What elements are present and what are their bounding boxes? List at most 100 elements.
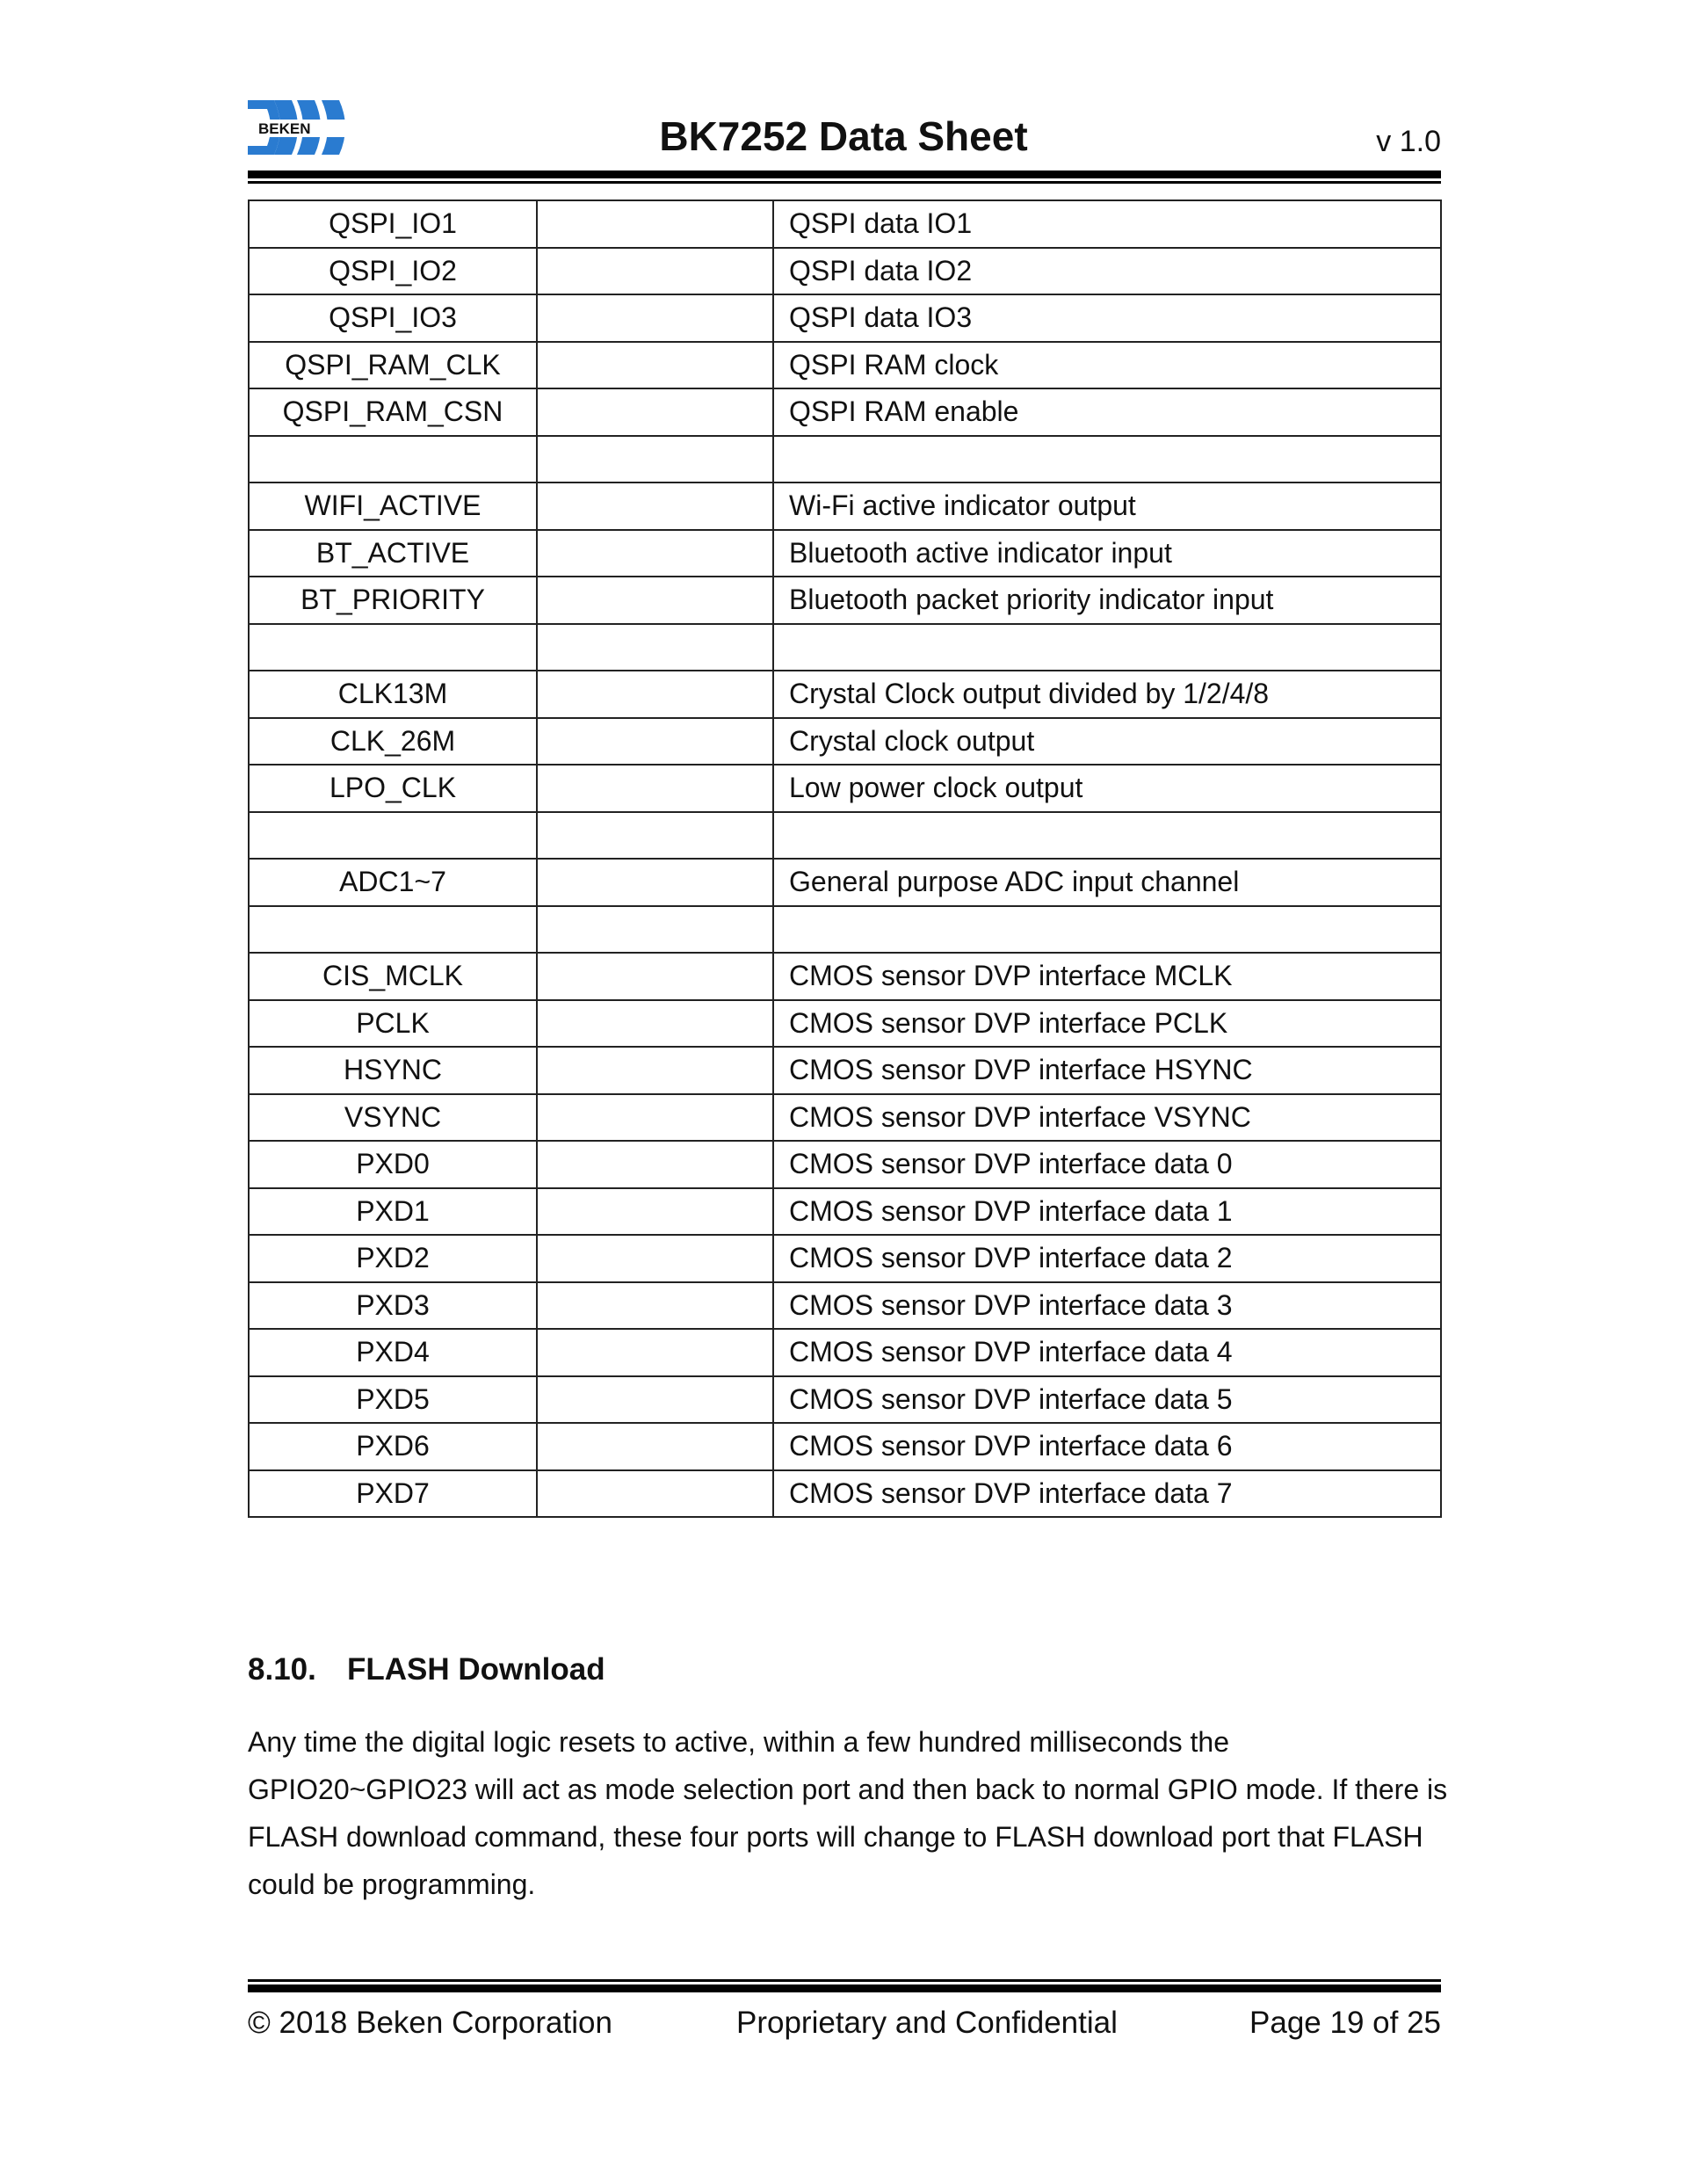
table-row: PXD7 CMOS sensor DVP interface data 7	[248, 1469, 1442, 1518]
description-cell: Bluetooth active indicator input	[772, 528, 1442, 577]
description-cell: CMOS sensor DVP interface data 7	[772, 1469, 1442, 1518]
table-row: CIS_MCLK CMOS sensor DVP interface MCLK	[248, 952, 1442, 1001]
description-cell	[772, 810, 1442, 860]
pin-number-cell	[536, 482, 774, 531]
footer-confidential: Proprietary and Confidential	[736, 2006, 1118, 2040]
description-cell: Wi-Fi active indicator output	[772, 482, 1442, 531]
table-row: VSYNC CMOS sensor DVP interface VSYNC	[248, 1092, 1442, 1142]
pin-name-cell: QSPI_IO1	[248, 200, 538, 249]
pin-name-cell: HSYNC	[248, 1046, 538, 1095]
description-cell: CMOS sensor DVP interface data 4	[772, 1328, 1442, 1377]
pin-number-cell	[536, 1140, 774, 1189]
pin-name-cell: WIFI_ACTIVE	[248, 482, 538, 531]
description-cell: CMOS sensor DVP interface VSYNC	[772, 1092, 1442, 1142]
pin-name-cell: BT_PRIORITY	[248, 576, 538, 625]
description-cell: Low power clock output	[772, 764, 1442, 813]
table-row	[248, 434, 1442, 483]
pin-name-cell: CIS_MCLK	[248, 952, 538, 1001]
pin-number-cell	[536, 1328, 774, 1377]
table-row: PXD1 CMOS sensor DVP interface data 1	[248, 1186, 1442, 1236]
pin-name-cell	[248, 622, 538, 671]
description-cell: CMOS sensor DVP interface HSYNC	[772, 1046, 1442, 1095]
table-row: WIFI_ACTIVE Wi-Fi active indicator output	[248, 482, 1442, 531]
description-cell: CMOS sensor DVP interface data 5	[772, 1375, 1442, 1424]
pin-number-cell	[536, 952, 774, 1001]
pin-number-cell	[536, 294, 774, 343]
pin-number-cell	[536, 576, 774, 625]
description-cell: QSPI data IO1	[772, 200, 1442, 249]
table-row: CLK13M Crystal Clock output divided by 1/…	[248, 670, 1442, 719]
section-paragraph: Any time the digital logic resets to act…	[248, 1726, 1448, 1900]
footer-page-number: Page 19 of 25	[1249, 2006, 1441, 2040]
table-row: PXD4 CMOS sensor DVP interface data 4	[248, 1328, 1442, 1377]
table-row: PXD6 CMOS sensor DVP interface data 6	[248, 1422, 1442, 1471]
section-heading: 8.10. FLASH Download	[248, 1652, 605, 1687]
document-title: BK7252 Data Sheet	[659, 113, 1028, 159]
pin-name-cell	[248, 810, 538, 860]
pin-number-cell	[536, 858, 774, 907]
pin-number-cell	[536, 670, 774, 719]
pin-number-cell	[536, 998, 774, 1048]
description-cell: Crystal Clock output divided by 1/2/4/8	[772, 670, 1442, 719]
table-row: BT_PRIORITY Bluetooth packet priority ind…	[248, 576, 1442, 625]
description-cell	[772, 434, 1442, 483]
pin-number-cell	[536, 200, 774, 249]
pin-number-cell	[536, 622, 774, 671]
table-row: QSPI_IO1 QSPI data IO1	[248, 200, 1442, 249]
pin-number-cell	[536, 1281, 774, 1330]
table-row: QSPI_IO2 QSPI data IO2	[248, 246, 1442, 295]
pin-number-cell	[536, 434, 774, 483]
pin-name-cell: PXD0	[248, 1140, 538, 1189]
section-title: FLASH Download	[347, 1652, 605, 1687]
table-row: CLK_26M Crystal clock output	[248, 716, 1442, 765]
pin-name-cell: QSPI_IO3	[248, 294, 538, 343]
description-cell	[772, 904, 1442, 954]
pin-name-cell: PXD4	[248, 1328, 538, 1377]
pin-number-cell	[536, 340, 774, 389]
description-cell: Crystal clock output	[772, 716, 1442, 765]
pin-number-cell	[536, 1046, 774, 1095]
pin-name-cell: PXD5	[248, 1375, 538, 1424]
footer-rule	[248, 1984, 1441, 1992]
description-cell: CMOS sensor DVP interface MCLK	[772, 952, 1442, 1001]
table-row: QSPI_RAM_CLK QSPI RAM clock	[248, 340, 1442, 389]
description-cell: CMOS sensor DVP interface data 1	[772, 1186, 1442, 1236]
table-row: PXD2 CMOS sensor DVP interface data 2	[248, 1234, 1442, 1283]
pin-name-cell: PXD7	[248, 1469, 538, 1518]
table-row	[248, 810, 1442, 860]
pin-name-cell: QSPI_IO2	[248, 246, 538, 295]
table-row	[248, 622, 1442, 671]
pin-name-cell: PXD6	[248, 1422, 538, 1471]
description-cell: QSPI RAM clock	[772, 340, 1442, 389]
pin-number-cell	[536, 764, 774, 813]
pin-number-cell	[536, 716, 774, 765]
pin-number-cell	[536, 904, 774, 954]
description-cell: CMOS sensor DVP interface data 2	[772, 1234, 1442, 1283]
pin-number-cell	[536, 1375, 774, 1424]
description-cell: CMOS sensor DVP interface PCLK	[772, 998, 1442, 1048]
pin-number-cell	[536, 1422, 774, 1471]
pin-table: QSPI_IO1 QSPI data IO1 QSPI_IO2 QSPI data I…	[248, 200, 1442, 1518]
table-row: HSYNC CMOS sensor DVP interface HSYNC	[248, 1046, 1442, 1095]
pin-name-cell: LPO_CLK	[248, 764, 538, 813]
pin-name-cell: VSYNC	[248, 1092, 538, 1142]
description-cell: CMOS sensor DVP interface data 3	[772, 1281, 1442, 1330]
table-row: PXD3 CMOS sensor DVP interface data 3	[248, 1281, 1442, 1330]
description-cell: QSPI data IO3	[772, 294, 1442, 343]
section-number: 8.10.	[248, 1652, 316, 1687]
pin-name-cell	[248, 434, 538, 483]
document-version: v 1.0	[1376, 125, 1441, 158]
description-cell: CMOS sensor DVP interface data 0	[772, 1140, 1442, 1189]
pin-number-cell	[536, 528, 774, 577]
pin-name-cell: CLK13M	[248, 670, 538, 719]
pin-number-cell	[536, 1234, 774, 1283]
pin-name-cell: PXD2	[248, 1234, 538, 1283]
description-cell: CMOS sensor DVP interface data 6	[772, 1422, 1442, 1471]
pin-name-cell: QSPI_RAM_CLK	[248, 340, 538, 389]
table-row	[248, 904, 1442, 954]
description-cell: Bluetooth packet priority indicator inpu…	[772, 576, 1442, 625]
table-row: QSPI_RAM_CSN QSPI RAM enable	[248, 388, 1442, 437]
description-cell	[772, 622, 1442, 671]
pin-name-cell	[248, 904, 538, 954]
pin-number-cell	[536, 388, 774, 437]
